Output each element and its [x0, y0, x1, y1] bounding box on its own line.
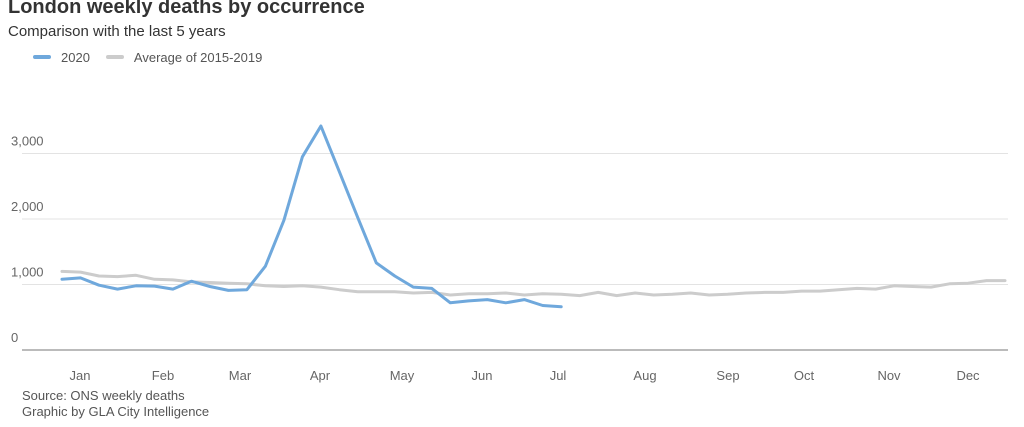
credit-text: Graphic by GLA City Intelligence — [22, 404, 210, 419]
x-tick-label-nov: Nov — [877, 368, 901, 383]
x-tick-label-jun: Jun — [472, 368, 493, 383]
legend: 2020 Average of 2015-2019 — [33, 48, 278, 66]
source-note: Source: ONS weekly deaths Graphic by GLA… — [22, 388, 209, 420]
legend-label-2020: 2020 — [61, 49, 90, 65]
source-text: Source: ONS weekly deaths — [22, 388, 185, 403]
x-tick-label-feb: Feb — [152, 368, 174, 383]
legend-item-2020[interactable]: 2020 — [33, 50, 90, 65]
x-tick-label-jul: Jul — [550, 368, 567, 383]
y-tick-label-3000: 3,000 — [11, 134, 44, 149]
x-tick-label-sep: Sep — [716, 368, 739, 383]
chart-title: London weekly deaths by occurrence — [8, 0, 365, 18]
chart-subtitle: Comparison with the last 5 years — [8, 23, 226, 40]
series-line-2020 — [60, 124, 563, 309]
x-tick-label-may: May — [390, 368, 415, 383]
x-tick-label-mar: Mar — [229, 368, 252, 383]
legend-swatch-2020 — [33, 55, 51, 59]
y-tick-label-2000: 2,000 — [11, 199, 44, 214]
y-tick-label-0: 0 — [11, 330, 18, 345]
x-tick-label-oct: Oct — [794, 368, 815, 383]
x-tick-label-apr: Apr — [310, 368, 331, 383]
y-tick-label-1000: 1,000 — [11, 265, 44, 280]
x-tick-label-dec: Dec — [956, 368, 980, 383]
x-tick-label-aug: Aug — [633, 368, 656, 383]
x-tick-label-jan: Jan — [70, 368, 91, 383]
legend-item-average[interactable]: Average of 2015-2019 — [105, 49, 263, 65]
legend-swatch-average — [105, 55, 124, 59]
legend-label-average: Average of 2015-2019 — [133, 49, 263, 65]
series-line-average-2015-2019 — [60, 269, 1007, 298]
